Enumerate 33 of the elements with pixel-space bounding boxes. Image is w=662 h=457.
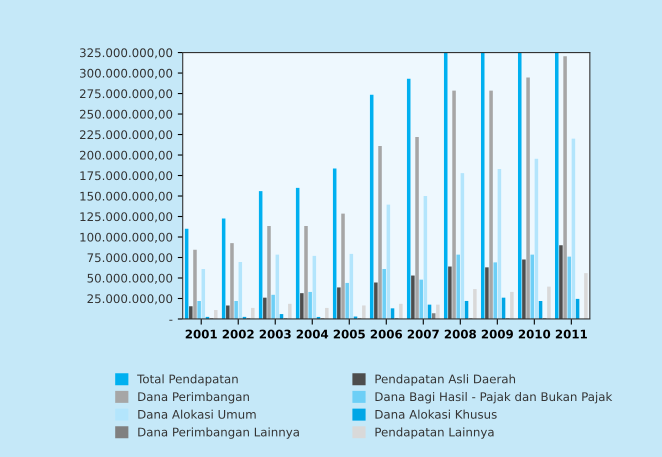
x-tick-label: 2010 — [518, 330, 550, 339]
y-tick-label: 225.000.000,00 — [80, 130, 172, 140]
y-tick-label: 275.000.000,00 — [80, 89, 172, 100]
y-tick-label: 150.000.000,00 — [80, 192, 172, 202]
y-tick-label: 250.000.000,00 — [80, 110, 172, 120]
y-tick-label: 300.000.000,00 — [80, 68, 172, 79]
y-tick-label: 25.000.000,00 — [87, 294, 172, 304]
x-tick-label: 2002 — [222, 330, 254, 339]
legend-label: Dana Perimbangan Lainnya — [138, 427, 299, 439]
y-tick-label: - — [169, 320, 172, 321]
legend-label: Dana Bagi Hasil - Pajak dan Bukan Pajak — [376, 392, 612, 404]
x-tick-label: 2008 — [444, 330, 476, 339]
x-tick-label: 2007 — [408, 330, 439, 339]
x-tick-label: 2009 — [482, 330, 513, 339]
legend-label: Total Pendapatan — [137, 374, 238, 386]
y-tick-label: 325.000.000,00 — [80, 48, 172, 58]
x-tick-label: 2006 — [370, 330, 402, 339]
legend-label: Dana Alokasi Umum — [138, 410, 256, 419]
legend-label: Dana Alokasi Khusus — [376, 410, 497, 419]
y-tick-label: 75.000.000,00 — [88, 253, 172, 264]
y-tick-label: 125.000.000,00 — [80, 212, 172, 222]
y-tick-label: 175.000.000,00 — [80, 171, 172, 182]
y-tick-label: 200.000.000,00 — [80, 150, 172, 161]
legend-label: Pendapatan Asli Daerah — [376, 374, 516, 386]
x-tick-label: 2005 — [334, 330, 365, 339]
y-tick-label: 100.000.000,00 — [80, 232, 172, 243]
legend-label: Pendapatan Lainnya — [376, 427, 494, 439]
legend-label: Dana Perimbangan — [138, 392, 249, 404]
x-tick-label: 2001 — [186, 330, 217, 339]
x-tick-label: 2003 — [260, 330, 291, 339]
y-tick-label: 50.000.000,00 — [88, 274, 172, 284]
x-tick-label: 2011 — [556, 330, 587, 339]
x-tick-label: 2004 — [296, 330, 328, 339]
